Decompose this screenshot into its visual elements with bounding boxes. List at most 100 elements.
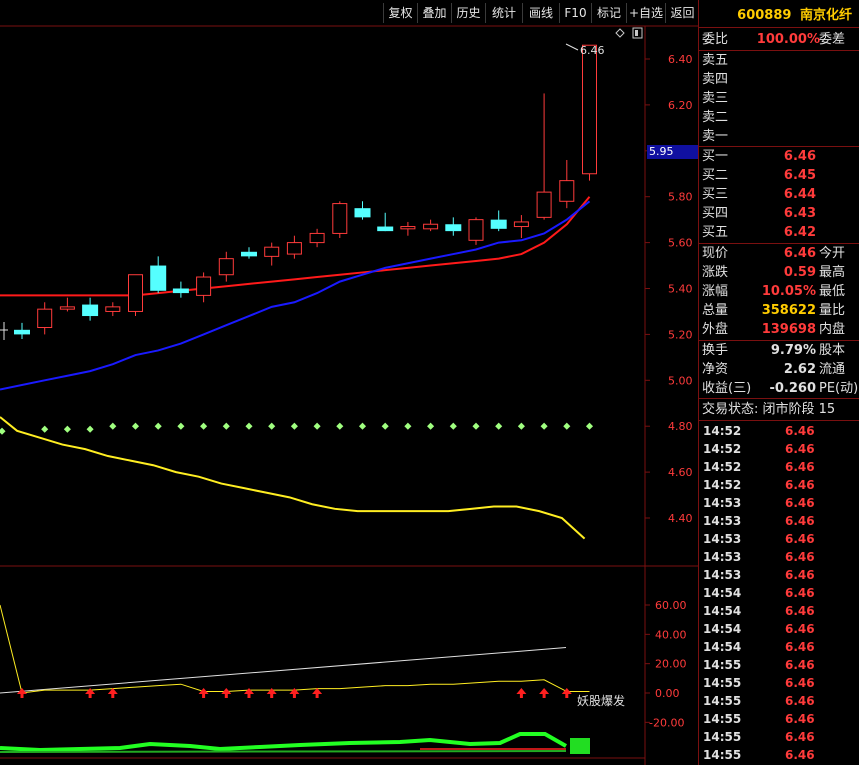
tick-row[interactable]: 14:53 6.46 (699, 494, 859, 512)
fundamental-row: 净资 2.62 流通 (699, 360, 859, 379)
buy-row[interactable]: 买一 6.46 (699, 147, 859, 166)
kline-chart[interactable]: 6.406.206.005.805.605.405.205.004.804.60… (0, 0, 698, 765)
sell-row[interactable]: 卖三 (699, 89, 859, 108)
candle (377, 212, 394, 232)
tick-time: 14:53 (703, 568, 742, 582)
sell-level-label: 卖三 (702, 91, 729, 106)
fundamental-right-label: 流通 (819, 362, 846, 377)
stat-value: 139698 (761, 322, 816, 337)
candle (468, 217, 484, 245)
tick-row[interactable]: 14:53 6.46 (699, 548, 859, 566)
weidiff-label: 委差 (819, 32, 846, 47)
tick-price: 6.46 (785, 460, 815, 474)
stat-label: 现价 (702, 246, 729, 261)
stat-row: 外盘 139698 内盘 (699, 320, 859, 339)
statistics-button[interactable]: 统计 (485, 3, 522, 23)
diamond-icon[interactable] (615, 28, 625, 38)
trade-status-row: 交易状态: 闭市阶段 15 (699, 400, 859, 419)
dot-marker (472, 422, 480, 430)
tick-time: 14:52 (703, 442, 742, 456)
buy-level-price: 6.46 (783, 149, 816, 164)
tick-time: 14:55 (703, 694, 742, 708)
candle (332, 201, 348, 239)
buy-level-label: 买三 (702, 187, 729, 202)
signal-arrow-icon (244, 688, 254, 698)
tick-row[interactable]: 14:55 6.46 (699, 710, 859, 728)
tick-price: 6.46 (785, 640, 815, 654)
tick-row[interactable]: 14:52 6.46 (699, 458, 859, 476)
candle (59, 297, 75, 312)
tick-row[interactable]: 14:55 6.46 (699, 746, 859, 764)
stat-right-label: 最高 (819, 265, 846, 280)
tick-row[interactable]: 14:53 6.46 (699, 512, 859, 530)
tick-row[interactable]: 14:54 6.46 (699, 584, 859, 602)
tick-row[interactable]: 14:55 6.46 (699, 674, 859, 692)
candle (445, 217, 462, 236)
dot-marker (336, 422, 344, 430)
stock-code: 600889 (737, 8, 792, 23)
stock-name[interactable]: 南京化纤 (799, 8, 852, 23)
tick-row[interactable]: 14:54 6.46 (699, 602, 859, 620)
tick-price: 6.46 (785, 478, 815, 492)
candle (196, 272, 212, 303)
tick-row[interactable]: 14:53 6.46 (699, 530, 859, 548)
tick-price: 6.46 (785, 748, 815, 762)
tick-price: 6.46 (785, 676, 815, 690)
sell-row[interactable]: 卖二 (699, 108, 859, 127)
indicator-yellow-line (0, 604, 590, 694)
fundamental-value: 9.79% (770, 343, 816, 358)
tick-row[interactable]: 14:52 6.46 (699, 422, 859, 440)
sell-row[interactable]: 卖一 (699, 127, 859, 146)
tick-row[interactable]: 14:55 6.46 (699, 728, 859, 746)
f10-button[interactable]: F10 (559, 3, 591, 23)
price-tick-label: 5.60 (668, 237, 693, 250)
candle (241, 247, 257, 259)
stock-title: 600889 南京化纤 (699, 4, 859, 23)
buy-row[interactable]: 买四 6.43 (699, 204, 859, 223)
stat-row: 现价 6.46 今开 (699, 244, 859, 263)
buy-level-price: 6.45 (783, 168, 816, 183)
tick-row[interactable]: 14:53 6.46 (699, 566, 859, 584)
tick-row[interactable]: 14:54 6.46 (699, 638, 859, 656)
draw-line-button[interactable]: 画线 (522, 3, 559, 23)
tick-row[interactable]: 14:52 6.46 (699, 476, 859, 494)
ma-red-line (0, 196, 591, 297)
ma-yellow-line (0, 416, 586, 540)
sell-level-label: 卖四 (702, 72, 729, 87)
buy-row[interactable]: 买五 6.42 (699, 223, 859, 242)
weibi-row: 委比 100.00% 委差 (699, 30, 859, 49)
tick-time: 14:54 (703, 640, 742, 654)
back-button[interactable]: 返回 (665, 3, 699, 23)
fuquan-button[interactable]: 复权 (383, 3, 417, 23)
dot-marker (563, 422, 571, 430)
tick-row[interactable]: 14:55 6.46 (699, 656, 859, 674)
buy-level-price: 6.42 (783, 225, 816, 240)
tick-time: 14:55 (703, 676, 742, 690)
overlay-button[interactable]: 叠加 (417, 3, 451, 23)
stat-row: 总量 358622 量比 (699, 301, 859, 320)
buy-row[interactable]: 买二 6.45 (699, 166, 859, 185)
mark-button[interactable]: 标记 (591, 3, 626, 23)
candle (582, 44, 597, 181)
tick-price: 6.46 (785, 424, 815, 438)
tick-price: 6.46 (785, 442, 815, 456)
tick-row[interactable]: 14:52 6.46 (699, 440, 859, 458)
sell-row[interactable]: 卖五 (699, 51, 859, 70)
candle (559, 159, 575, 209)
fundamental-label: 换手 (702, 343, 729, 358)
history-button[interactable]: 历史 (451, 3, 485, 23)
add-favorite-button[interactable]: +自选 (626, 3, 665, 23)
tick-price: 6.46 (785, 712, 815, 726)
tick-row[interactable]: 14:54 6.46 (699, 620, 859, 638)
tick-time: 14:55 (703, 712, 742, 726)
candles (14, 44, 597, 339)
buy-row[interactable]: 买三 6.44 (699, 185, 859, 204)
stat-right-label: 今开 (819, 246, 846, 261)
indicator-axis-ticks: 60.00 40.00 20.00 0.00 -20.00 (645, 599, 687, 729)
tick-row[interactable]: 14:55 6.46 (699, 692, 859, 710)
sell-row[interactable]: 卖四 (699, 70, 859, 89)
price-tick-label: 5.00 (668, 374, 693, 387)
window-icon[interactable] (632, 27, 643, 39)
high-price-label: 6.46 (580, 44, 605, 57)
indicator-tick-label: 20.00 (655, 658, 687, 671)
